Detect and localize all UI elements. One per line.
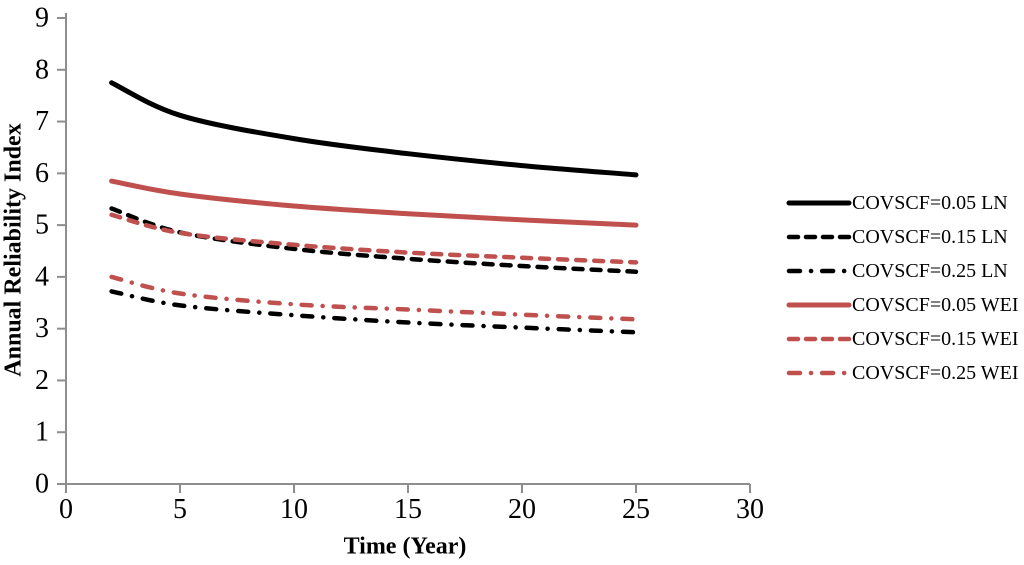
- y-tick-label: 5: [35, 210, 49, 241]
- series-line-4: [109, 212, 639, 265]
- y-tick-label: 9: [35, 3, 49, 34]
- series-line-3: [109, 178, 639, 228]
- legend-line-sample-icon: [786, 370, 852, 376]
- legend-line-sample-icon: [786, 336, 852, 342]
- y-axis-title: Annual Reliability Index: [0, 123, 27, 377]
- x-tick-label: 5: [173, 494, 187, 525]
- x-tick-label: 25: [622, 494, 650, 525]
- y-tick-label: 0: [35, 469, 49, 500]
- legend-item-covscf-005-wei: COVSCF=0.05 WEI: [786, 294, 1018, 316]
- legend-line-sample-icon: [786, 200, 852, 206]
- legend-label: COVSCF=0.05 LN: [852, 191, 1008, 214]
- x-tick-label: 15: [394, 494, 422, 525]
- legend-line-sample-icon: [786, 302, 852, 308]
- legend-item-covscf-015-wei: COVSCF=0.15 WEI: [786, 328, 1018, 350]
- y-tick-label: 8: [35, 54, 49, 85]
- y-tick-label: 1: [35, 417, 49, 448]
- y-tick-label: 3: [35, 313, 49, 344]
- series-line-0: [109, 80, 639, 178]
- x-axis-title: Time (Year): [343, 533, 467, 560]
- legend-label: COVSCF=0.25 WEI: [852, 361, 1019, 384]
- legend-item-covscf-015-ln: COVSCF=0.15 LN: [786, 226, 1018, 248]
- y-tick-label: 2: [35, 365, 49, 396]
- legend-label: COVSCF=0.15 LN: [852, 225, 1008, 248]
- x-tick-label: 30: [736, 494, 764, 525]
- legend-item-covscf-025-wei: COVSCF=0.25 WEI: [786, 362, 1018, 384]
- series-line-1: [109, 206, 639, 274]
- y-tick-label: 6: [35, 158, 49, 189]
- x-tick-label: 20: [508, 494, 536, 525]
- legend-label: COVSCF=0.15 WEI: [852, 327, 1019, 350]
- y-tick-label: 4: [35, 261, 49, 292]
- legend-label: COVSCF=0.25 LN: [852, 259, 1008, 282]
- x-tick-label: 0: [59, 494, 73, 525]
- legend-item-covscf-025-ln: COVSCF=0.25 LN: [786, 260, 1018, 282]
- legend-label: COVSCF=0.05 WEI: [852, 293, 1019, 316]
- series-line-2: [109, 289, 639, 335]
- legend: COVSCF=0.05 LN COVSCF=0.15 LN COVSCF=0.2…: [786, 192, 1018, 396]
- legend-item-covscf-005-ln: COVSCF=0.05 LN: [786, 192, 1018, 214]
- series-line-5: [109, 274, 639, 322]
- x-tick-label: 10: [280, 494, 308, 525]
- y-tick-label: 7: [35, 106, 49, 137]
- legend-line-sample-icon: [786, 268, 852, 274]
- legend-line-sample-icon: [786, 234, 852, 240]
